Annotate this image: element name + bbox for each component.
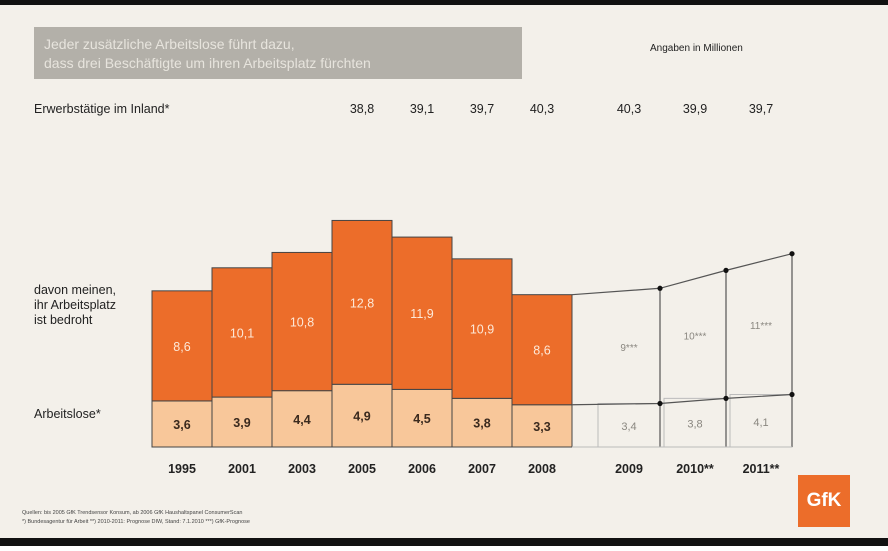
unemployed-value-label: 3,8 (687, 419, 702, 431)
employed-value-label: 39,7 (749, 102, 773, 116)
bar-unemployed (211, 396, 273, 448)
year-tick-label: 2005 (348, 462, 376, 476)
threatened-value-label: 10*** (684, 331, 707, 342)
unemployed-value-label: 3,6 (173, 418, 190, 432)
year-tick-label: 2010** (676, 462, 714, 476)
employed-value-label: 38,8 (350, 102, 374, 116)
year-tick-label: 2011** (743, 462, 780, 476)
bar-unemployed (451, 397, 513, 448)
forecast-threatened-line (571, 253, 793, 296)
title-line-2: dass drei Beschäftigte um ihren Arbeitsp… (44, 55, 371, 71)
year-tick-label: 1995 (168, 462, 196, 476)
bar-threatened (511, 294, 573, 406)
bar-threatened (331, 219, 393, 385)
bar-unemployed (271, 390, 333, 448)
unemployed-value-label: 4,5 (413, 412, 430, 426)
year-tick-label: 2006 (408, 462, 436, 476)
year-tick-label: 2001 (228, 462, 256, 476)
year-tick-label: 2009 (615, 462, 643, 476)
threatened-value-label: 10,1 (230, 326, 254, 340)
employed-value-label: 39,9 (683, 102, 707, 116)
forecast-threatened-point (723, 267, 729, 273)
unemployed-value-label: 4,1 (753, 417, 768, 429)
bar-threatened (451, 258, 513, 399)
gfk-logo: GfK (798, 475, 850, 527)
bar-unemployed (511, 404, 573, 448)
bar-threatened (211, 267, 273, 398)
employed-value-label: 39,1 (410, 102, 434, 116)
title-box: Jeder zusätzliche Arbeitslose führt dazu… (34, 27, 522, 79)
threatened-value-label: 8,6 (533, 344, 550, 358)
bar-unemployed (391, 388, 453, 448)
unit-note: Angaben in Millionen (650, 43, 743, 54)
threatened-value-label: 11,9 (410, 307, 433, 321)
year-tick-label: 2008 (528, 462, 556, 476)
bar-threatened (271, 251, 333, 392)
row-label-threatened-1: davon meinen, (34, 283, 117, 297)
row-label-employed: Erwerbstätige im Inland* (34, 102, 170, 116)
unemployed-value-label: 3,9 (233, 416, 250, 430)
source-line-2: *) Bundesagentur für Arbeit **) 2010-201… (22, 519, 250, 525)
title-line-1: Jeder zusätzliche Arbeitslose führt dazu… (44, 36, 295, 52)
unemployed-value-label: 4,9 (353, 410, 370, 424)
year-tick-label: 2003 (288, 462, 316, 476)
forecast-threatened-point (657, 285, 663, 291)
unemployed-value-label: 3,8 (473, 417, 490, 431)
year-tick-label: 2007 (468, 462, 496, 476)
row-label-threatened-2: ihr Arbeitsplatz (34, 298, 116, 312)
bar-unemployed (151, 400, 213, 448)
threatened-value-label: 11*** (750, 321, 772, 332)
source-line-1: Quellen: bis 2005 GfK Trendsensor Konsum… (22, 510, 243, 516)
threatened-value-label: 10,8 (290, 316, 314, 330)
forecast-unemployed-point (723, 395, 729, 401)
threatened-value-label: 12,8 (350, 296, 374, 310)
forecast-unemployed-line (571, 393, 793, 406)
forecast-unemployed-point (657, 400, 663, 407)
forecast-unemployed-point (789, 391, 795, 398)
employed-value-label: 39,7 (470, 102, 494, 116)
forecast-threatened-point (789, 251, 795, 257)
employed-value-label: 40,3 (617, 102, 641, 116)
employed-value-label: 40,3 (530, 102, 554, 116)
row-label-threatened-3: ist bedroht (34, 313, 93, 327)
unemployed-value-label: 3,3 (533, 420, 550, 434)
bar-threatened (391, 236, 453, 390)
row-label-unemployed: Arbeitslose* (34, 407, 101, 421)
unemployed-value-label: 3,4 (621, 421, 636, 433)
unemployed-value-label: 4,4 (293, 413, 310, 427)
threatened-value-label: 10,9 (470, 323, 494, 337)
threatened-value-label: 8,6 (173, 340, 190, 354)
threatened-value-label: 9*** (620, 343, 637, 354)
stacked-bar-chart: 8,6 3,6 10,1 3,9 10,8 4,4 12,8 4,9 11,9 4,5 10,9 3,… (151, 102, 795, 476)
